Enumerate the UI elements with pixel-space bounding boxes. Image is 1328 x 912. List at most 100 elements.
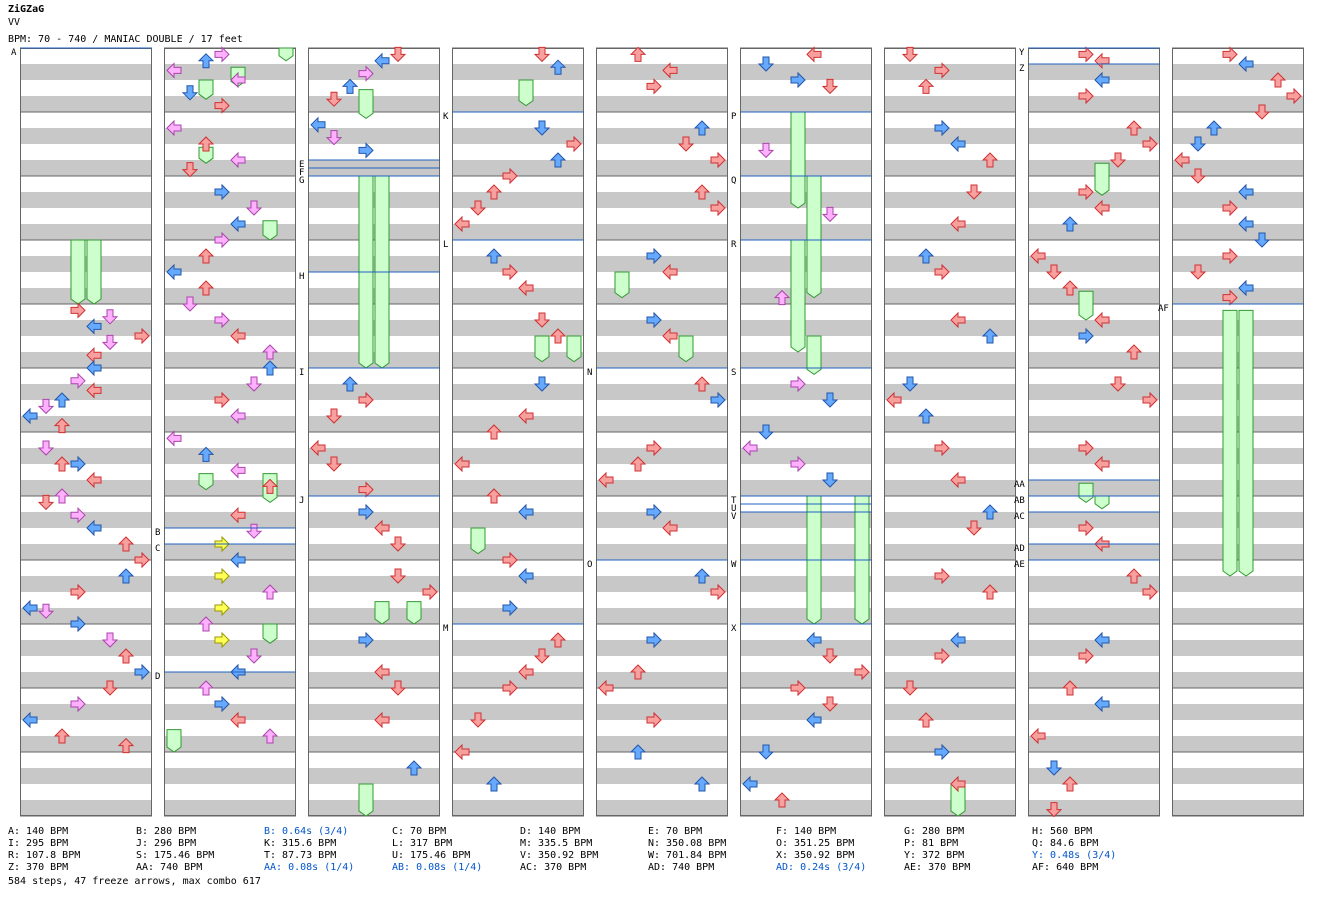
beat-band [308,672,440,688]
step-arrow-icon [821,392,839,408]
beat-band [1172,608,1304,624]
freeze-arrow [86,239,102,305]
beat-band [884,160,1016,176]
beat-band [740,704,872,720]
beat-band [452,320,584,336]
step-arrow-icon [1094,71,1110,89]
bpm-footer-entry: T: 87.73 BPM [264,850,337,861]
beat-band [20,128,152,144]
freeze-arrow [534,335,550,363]
step-arrow-icon [1238,279,1254,297]
step-arrow-icon [374,663,390,681]
step-arrow-icon [1222,46,1238,63]
step-arrow-icon [1174,151,1190,169]
step-arrow-icon [901,376,919,392]
beat-band [884,96,1016,112]
beat-band [740,96,872,112]
freeze-arrow [614,271,630,299]
step-arrow-icon [70,615,86,633]
chart-column [596,47,728,817]
step-arrow-icon [374,519,390,537]
beat-band [1028,704,1160,720]
step-arrow-icon [325,91,343,107]
step-arrow-icon [981,328,999,344]
bpm-footer-entry: J: 296 BPM [136,838,197,849]
beat-band [164,128,296,144]
bpm-footer-entry: Z: 370 BPM [8,862,69,873]
bpm-footer-entry: AE: 370 BPM [904,862,971,873]
beat-band [740,736,872,752]
step-arrow-icon [790,455,806,473]
bpm-marker-label: X [731,624,737,634]
step-arrow-icon [646,439,662,457]
step-arrow-icon [22,711,38,729]
beat-band [20,480,152,496]
step-arrow-icon [101,309,119,325]
beat-band [1028,256,1160,272]
beat-band [164,320,296,336]
freeze-arrow [262,623,278,644]
beat-band [740,256,872,272]
bpm-marker-label: AF [1158,304,1169,314]
beat-band [596,768,728,784]
step-arrow-icon [310,439,326,457]
beat-band [1028,320,1160,336]
beat-band [164,576,296,592]
beat-band [1028,480,1160,496]
step-arrow-icon [1030,247,1046,265]
beat-band [884,800,1016,816]
beat-band [1028,512,1160,528]
beat-band [452,96,584,112]
beat-band [740,448,872,464]
step-arrow-icon [1189,168,1207,184]
step-arrow-icon [646,78,662,95]
beat-band [1028,544,1160,560]
step-arrow-icon [358,65,374,82]
chart-column [308,47,440,817]
step-arrow-icon [806,711,822,729]
step-arrow-icon [197,280,215,296]
beat-band [164,544,296,560]
bpm-footer-entry: Y: 372 BPM [904,850,965,861]
freeze-arrow [1222,309,1238,577]
beat-band [1172,736,1304,752]
step-arrow-icon [710,583,726,601]
beat-band [884,672,1016,688]
beat-band [308,256,440,272]
step-arrow-icon [981,584,999,600]
beat-band [1028,416,1160,432]
bpm-marker-label: V [731,512,737,522]
beat-band [308,704,440,720]
beat-band [884,320,1016,336]
step-arrow-icon [358,142,374,159]
beat-band [740,544,872,560]
bpm-footer-entry: G: 280 BPM [904,826,965,837]
step-arrow-icon [325,456,343,472]
step-arrow-icon [230,711,246,729]
bpm-marker-label: I [299,368,304,378]
beat-band [1172,448,1304,464]
step-arrow-icon [790,71,806,89]
step-arrow-icon [806,46,822,63]
beat-band [884,352,1016,368]
step-arrow-icon [37,603,55,619]
beat-band [308,384,440,400]
freeze-arrow [806,335,822,376]
step-arrow-icon [53,392,71,408]
beat-band [596,480,728,496]
beat-band [164,192,296,208]
step-arrow-icon [214,311,230,329]
step-arrow-icon [22,407,38,425]
chart-column [452,47,584,817]
step-arrow-icon [134,663,150,681]
step-arrow-icon [646,247,662,265]
beat-band [1028,224,1160,240]
step-arrow-icon [1030,727,1046,745]
step-arrow-icon [389,536,407,552]
step-arrow-icon [1238,215,1254,233]
step-arrow-icon [1078,87,1094,105]
step-arrow-icon [821,78,839,95]
beat-band [308,352,440,368]
step-arrow-icon [197,616,215,632]
beat-band [308,544,440,560]
